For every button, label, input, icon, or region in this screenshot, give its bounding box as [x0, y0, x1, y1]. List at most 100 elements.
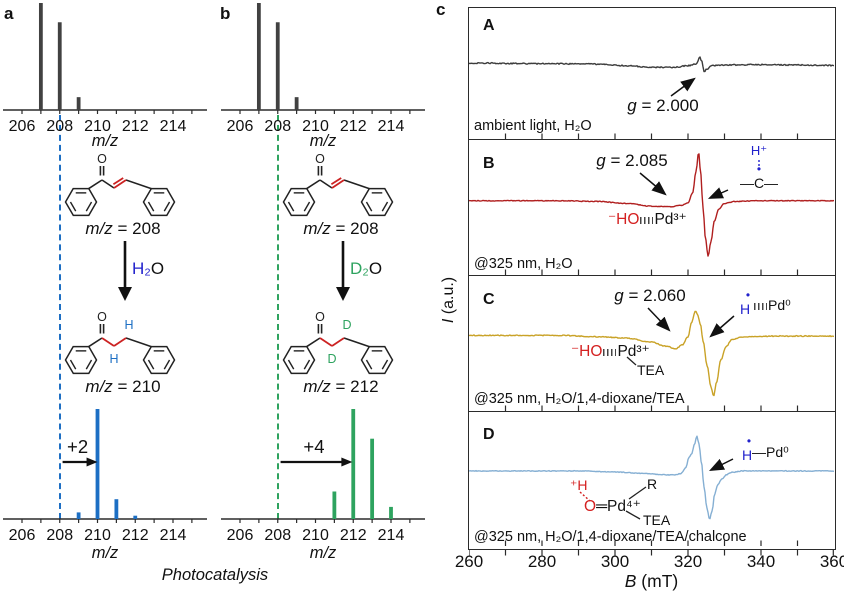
panel-c-label: c	[436, 0, 446, 19]
h-atom-label-D: H	[742, 447, 753, 463]
epr-trace-A	[468, 55, 834, 139]
epr-trace-B	[468, 152, 834, 275]
svg-text:206: 206	[227, 118, 254, 135]
g-value-C: g = 2.060	[614, 286, 686, 305]
reagent-label-a: H₂O	[132, 259, 165, 278]
svg-text:212: 212	[122, 527, 149, 544]
hydroxide-pd3-label-C: ⁻HO Pd³⁺	[571, 343, 650, 360]
svg-text:214: 214	[378, 118, 405, 135]
svg-text:D: D	[342, 318, 351, 332]
condition-D: @325 nm, H₂O/1,4-dioxane/TEA/chalcone	[474, 529, 747, 545]
photocatalysis-caption: Photocatalysis	[161, 566, 269, 584]
panel-a-label: a	[4, 4, 14, 23]
epr-letter-B: B	[483, 155, 495, 172]
dihydrochalcone-structure-a: O H H	[64, 310, 176, 375]
hydroxide-pd3-label-B: ⁻HO Pd³⁺	[608, 211, 687, 228]
product-mz-label-a: m/z = 210	[85, 377, 161, 396]
mz208-marker-line-b	[276, 115, 279, 519]
epr-letter-D: D	[483, 426, 495, 443]
reagent-label-b: D₂O	[350, 259, 383, 278]
mz-axis-label-b-top: m/z	[309, 132, 337, 150]
hashed-bond-icon	[603, 349, 617, 356]
product-mz-label-b: m/z = 212	[303, 377, 379, 396]
svg-text:H: H	[109, 352, 118, 366]
svg-text:214: 214	[160, 527, 187, 544]
svg-text:208: 208	[264, 527, 291, 544]
epr-spectra-box	[467, 6, 836, 550]
condition-B: @325 nm, H₂O	[474, 256, 573, 272]
chalcone-structure-b: O	[282, 152, 394, 217]
mass-spectrum-product-a: 206 208 210 212 214 +2	[3, 409, 207, 544]
chalcone-structure-a: O	[64, 152, 176, 217]
r-group-label-D: R	[647, 476, 658, 492]
panel-b-label: b	[220, 4, 231, 23]
h-plus-label-D: ⁺H	[570, 477, 588, 493]
condition-A: ambient light, H₂O	[474, 118, 592, 134]
svg-text:210: 210	[84, 527, 111, 544]
hashed-bond-icon	[754, 303, 767, 310]
radical-dot-C: •	[745, 288, 751, 302]
radical-dot-B: •	[756, 162, 762, 176]
epr-x-tick-label: 280	[527, 552, 557, 571]
condition-C: @325 nm, H₂O/1,4-dioxane/TEA	[474, 391, 685, 407]
oxo-pd4-label-D: O═Pd⁴⁺	[584, 498, 641, 515]
epr-y-axis-title: I (a.u.)	[440, 276, 457, 324]
svg-text:210: 210	[302, 527, 329, 544]
svg-text:+2: +2	[67, 436, 88, 457]
tea-label-D: TEA	[643, 512, 671, 528]
svg-text:206: 206	[9, 527, 36, 544]
svg-text:212: 212	[340, 118, 367, 135]
epr-letter-A: A	[483, 17, 495, 34]
svg-text:210: 210	[302, 118, 329, 135]
g-value-B: g = 2.085	[596, 151, 668, 170]
radical-dot-D: •	[746, 434, 752, 448]
g-value-A: g = 2.000	[627, 96, 699, 115]
epr-x-axis-tick-labels: 260 280 300 320 340 360	[455, 552, 844, 572]
mz-axis-label-a-top: m/z	[91, 132, 119, 150]
mass-spectrum-reactant-a: 206 208 210 212 214	[3, 3, 207, 135]
epr-panel-A	[468, 8, 835, 140]
svg-text:O: O	[315, 310, 325, 324]
epr-x-tick-label: 360	[819, 552, 844, 571]
svg-text:208: 208	[46, 527, 73, 544]
svg-text:208: 208	[264, 118, 291, 135]
svg-text:206: 206	[9, 118, 36, 135]
svg-text:O: O	[97, 152, 107, 166]
svg-text:O: O	[97, 310, 107, 324]
reactant-mz-label-b: m/z = 208	[303, 219, 379, 238]
mass-spectrum-product-b: 206 208 210 212 214 +4	[221, 409, 425, 544]
epr-x-tick-label: 260	[454, 552, 484, 571]
epr-x-tick-label: 340	[746, 552, 776, 571]
svg-text:212: 212	[122, 118, 149, 135]
epr-x-tick-label: 320	[673, 552, 703, 571]
mz-axis-label-b-bottom: m/z	[309, 544, 337, 562]
mass-spectrum-reactant-b: 206 208 210 212 214	[221, 3, 425, 135]
epr-x-tick-label: 300	[600, 552, 630, 571]
pd0-label-C: Pd⁰	[753, 297, 791, 314]
svg-text:H: H	[124, 318, 133, 332]
reaction-arrow-a	[118, 241, 132, 301]
svg-text:208: 208	[46, 118, 73, 135]
hashed-bond-icon	[640, 217, 654, 224]
epr-trace-C	[468, 310, 834, 411]
svg-text:+4: +4	[303, 436, 324, 457]
carbon-radical-label-B: —C—	[739, 175, 779, 191]
epr-letter-C: C	[483, 291, 495, 308]
svg-text:214: 214	[378, 527, 405, 544]
epr-panel-B	[468, 140, 835, 276]
reactant-mz-label-a: m/z = 208	[85, 219, 161, 238]
tea-label-C: TEA	[637, 362, 665, 378]
svg-text:210: 210	[84, 118, 111, 135]
svg-text:214: 214	[160, 118, 187, 135]
epr-x-axis-ticks	[469, 550, 834, 556]
mz208-marker-line-a	[58, 115, 61, 519]
h-plus-label-B: H⁺	[750, 143, 768, 158]
reaction-arrow-b	[336, 241, 350, 301]
epr-x-axis-title: B (mT)	[624, 571, 679, 591]
pd0-label-D: —Pd⁰	[752, 444, 789, 460]
epr-panel-D	[468, 412, 835, 546]
epr-trace-D	[468, 434, 834, 546]
epr-panel-C	[468, 276, 835, 412]
svg-text:D: D	[327, 352, 336, 366]
